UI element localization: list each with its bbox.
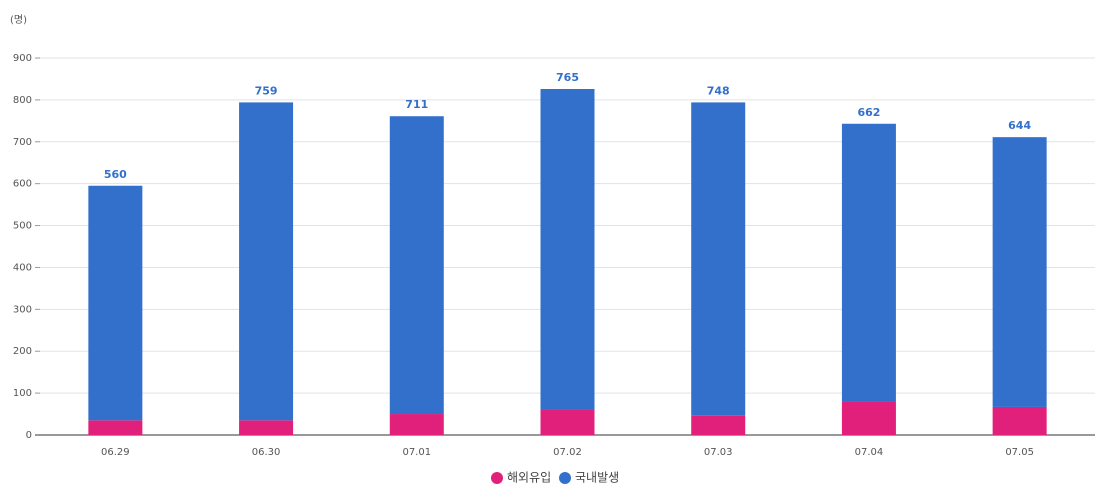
bar-segment [88,185,143,421]
bar-segment [841,401,896,435]
bar-segment [239,102,294,421]
x-tick-label: 07.01 [402,447,431,458]
x-tick-label: 06.30 [252,447,281,458]
legend-label: 국내발생 [575,471,619,485]
value-label: 711 [405,98,428,111]
y-tick-label: 300 [13,304,32,315]
y-tick-label: 400 [13,262,32,273]
y-tick-label: 200 [13,346,32,357]
legend-label: 해외유입 [507,471,551,485]
y-tick-label: 800 [13,95,32,106]
value-label: 662 [857,106,880,119]
x-tick-label: 06.29 [101,447,130,458]
bar-segment [540,409,595,435]
y-tick-label: 900 [13,53,32,64]
value-label: 765 [556,71,579,84]
bar-segment [691,415,746,435]
y-tick-label: 500 [13,221,32,232]
bar-segment [841,123,896,402]
value-label: 759 [255,84,278,97]
bar-segment [992,406,1047,435]
y-tick-label: 100 [13,388,32,399]
y-tick-label: 700 [13,137,32,148]
value-label: 560 [104,168,127,181]
bar-segment [389,116,444,415]
value-label: 748 [707,84,730,97]
bar-segment [691,102,746,416]
legend-marker [491,472,503,484]
legend-marker [559,472,571,484]
y-tick-label: 0 [26,430,32,441]
bar-segment [389,414,444,435]
bar-segment [88,420,143,435]
x-tick-label: 07.05 [1005,447,1034,458]
bar-segment [239,420,294,435]
x-tick-label: 07.04 [855,447,884,458]
y-tick-label: 600 [13,179,32,190]
value-label: 644 [1008,119,1031,132]
bar-segment [540,88,595,410]
x-tick-label: 07.03 [704,447,733,458]
bar-segment [992,137,1047,407]
x-tick-label: 07.02 [553,447,582,458]
y-axis-unit: (명) [10,14,27,26]
